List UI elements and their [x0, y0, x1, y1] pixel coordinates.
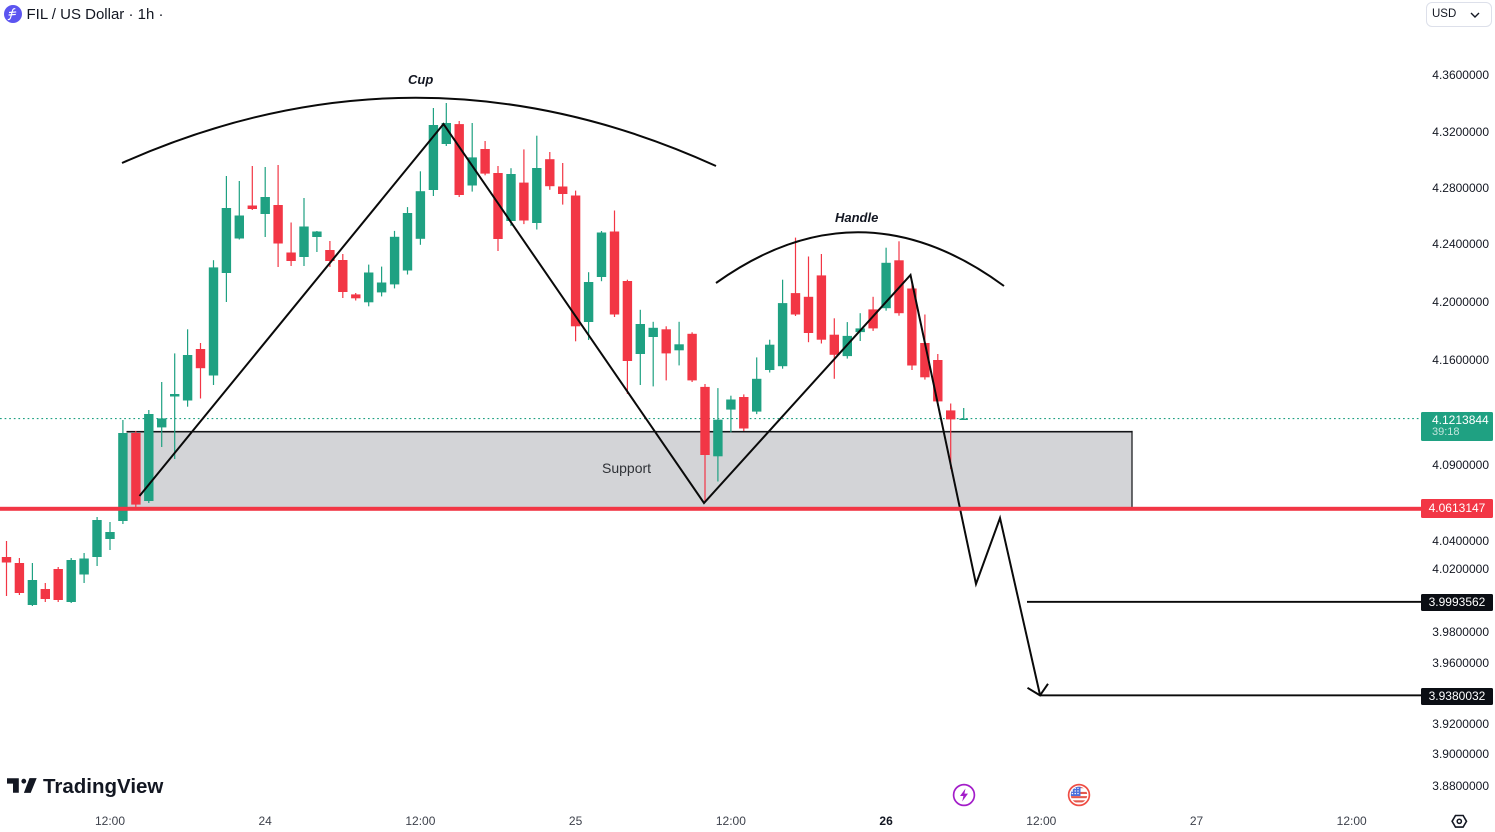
svg-text:TradingView: TradingView [43, 775, 163, 798]
